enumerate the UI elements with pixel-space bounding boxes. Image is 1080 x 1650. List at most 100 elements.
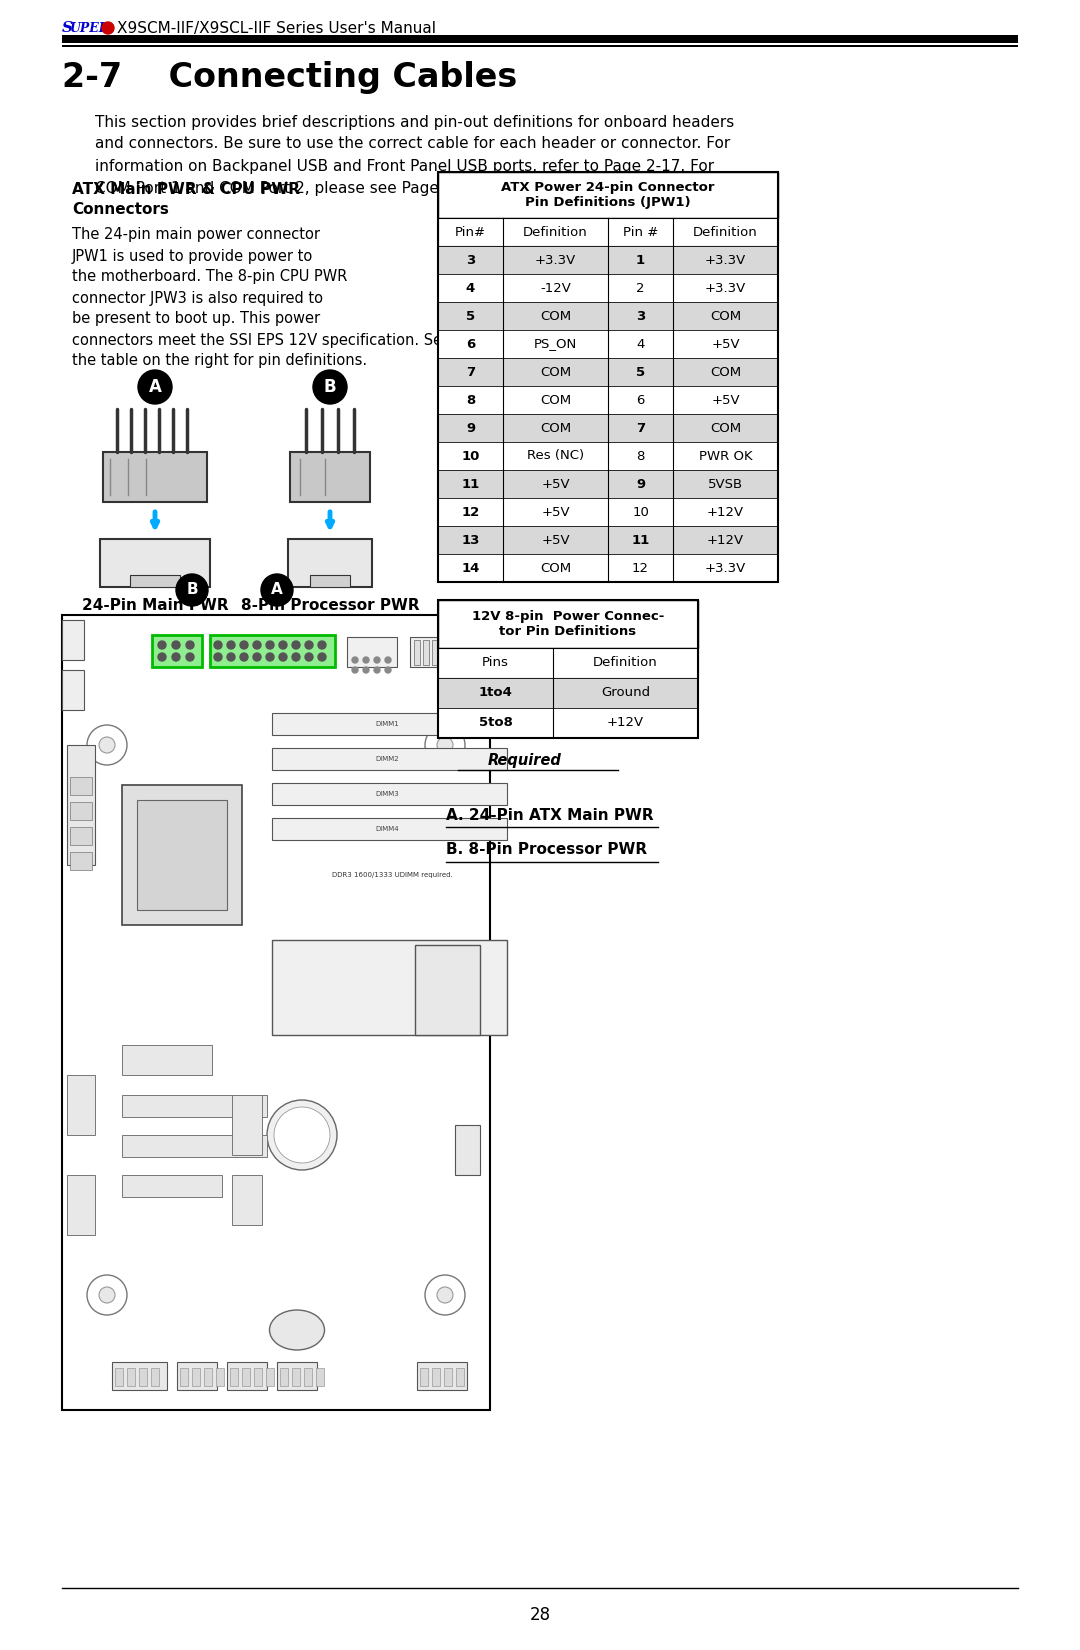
Text: 11: 11 (461, 477, 480, 490)
Circle shape (426, 1275, 465, 1315)
Circle shape (172, 653, 180, 662)
Text: S: S (62, 21, 73, 35)
Circle shape (292, 640, 300, 648)
Bar (210, 635, 335, 667)
Text: 24-Pin Main PWR: 24-Pin Main PWR (82, 597, 228, 612)
Bar (441, 640, 447, 665)
Text: 1: 1 (636, 254, 645, 267)
Text: A: A (271, 582, 283, 597)
Text: 12V 8-pin  Power Connec-
tor Pin Definitions: 12V 8-pin Power Connec- tor Pin Definiti… (472, 610, 664, 639)
Bar (432, 640, 438, 665)
Text: Pin #: Pin # (623, 226, 658, 239)
Bar (444, 1368, 453, 1386)
Circle shape (279, 640, 287, 648)
Circle shape (313, 370, 347, 404)
Bar (70, 827, 92, 845)
Text: Definition: Definition (523, 226, 588, 239)
Circle shape (87, 724, 127, 766)
Circle shape (261, 574, 293, 606)
Bar (204, 1368, 212, 1386)
Bar (122, 1135, 267, 1157)
Bar (137, 800, 227, 911)
Text: 6: 6 (465, 338, 475, 350)
Circle shape (99, 1287, 114, 1304)
Bar (477, 640, 483, 665)
Circle shape (227, 653, 235, 662)
Text: 3: 3 (636, 310, 645, 322)
Circle shape (253, 653, 261, 662)
Text: Pins: Pins (482, 657, 509, 670)
Text: B: B (186, 582, 198, 597)
Circle shape (102, 21, 114, 35)
Text: 4: 4 (636, 338, 645, 350)
Bar (122, 1096, 267, 1117)
Circle shape (186, 653, 194, 662)
Bar (438, 246, 778, 274)
Text: 3: 3 (465, 254, 475, 267)
Bar (438, 601, 698, 648)
Text: Pin#: Pin# (455, 226, 486, 239)
Circle shape (172, 640, 180, 648)
Text: and connectors. Be sure to use the correct cable for each header or connector. F: and connectors. Be sure to use the corre… (95, 137, 730, 152)
Bar (230, 1368, 238, 1386)
Text: Ground: Ground (600, 686, 650, 700)
Text: COM: COM (540, 561, 571, 574)
Circle shape (363, 667, 369, 673)
Bar (67, 1175, 95, 1234)
Circle shape (186, 640, 194, 648)
Text: 8: 8 (636, 449, 645, 462)
Bar (438, 498, 778, 526)
Bar (438, 358, 778, 386)
Circle shape (374, 667, 380, 673)
Bar (438, 678, 698, 708)
Circle shape (240, 653, 248, 662)
Bar (438, 648, 698, 678)
Text: +5V: +5V (541, 533, 570, 546)
Text: 10: 10 (632, 505, 649, 518)
Bar (152, 635, 202, 667)
Text: 5: 5 (465, 310, 475, 322)
Text: 7: 7 (636, 421, 645, 434)
Circle shape (305, 640, 313, 648)
Text: +5V: +5V (541, 477, 570, 490)
Text: 10: 10 (461, 449, 480, 462)
Text: PWR OK: PWR OK (699, 449, 753, 462)
Text: ATX Power 24-pin Connector
Pin Definitions (JPW1): ATX Power 24-pin Connector Pin Definitio… (501, 182, 715, 210)
Text: 2-7    Connecting Cables: 2-7 Connecting Cables (62, 61, 517, 94)
Text: +12V: +12V (707, 533, 744, 546)
Text: 5VSB: 5VSB (707, 477, 743, 490)
Bar (415, 945, 480, 1035)
Bar (70, 802, 92, 820)
Text: PS_ON: PS_ON (534, 338, 577, 350)
Text: 1to4: 1to4 (478, 686, 512, 700)
Text: 13: 13 (461, 533, 480, 546)
Bar (70, 851, 92, 870)
Bar (122, 785, 242, 926)
Bar (292, 1368, 300, 1386)
Bar (62, 615, 490, 1411)
Bar (67, 1076, 95, 1135)
Bar (410, 637, 485, 667)
Bar (272, 784, 507, 805)
Circle shape (253, 640, 261, 648)
Text: 2: 2 (636, 282, 645, 294)
Text: COM: COM (540, 310, 571, 322)
Text: COM: COM (540, 421, 571, 434)
Text: 7: 7 (465, 366, 475, 378)
Text: 9: 9 (465, 421, 475, 434)
Bar (438, 708, 698, 738)
Bar (438, 414, 778, 442)
Text: DIMM2: DIMM2 (375, 756, 399, 762)
Bar (177, 1361, 217, 1389)
Bar (62, 45, 1018, 46)
Circle shape (267, 1101, 337, 1170)
Circle shape (426, 724, 465, 766)
Text: This section provides brief descriptions and pin-out definitions for onboard hea: This section provides brief descriptions… (95, 114, 734, 129)
Bar (276, 1361, 318, 1389)
Bar (227, 1361, 267, 1389)
Circle shape (318, 653, 326, 662)
Circle shape (437, 738, 453, 752)
Bar (347, 637, 397, 667)
Circle shape (274, 1107, 330, 1163)
Circle shape (384, 657, 391, 663)
